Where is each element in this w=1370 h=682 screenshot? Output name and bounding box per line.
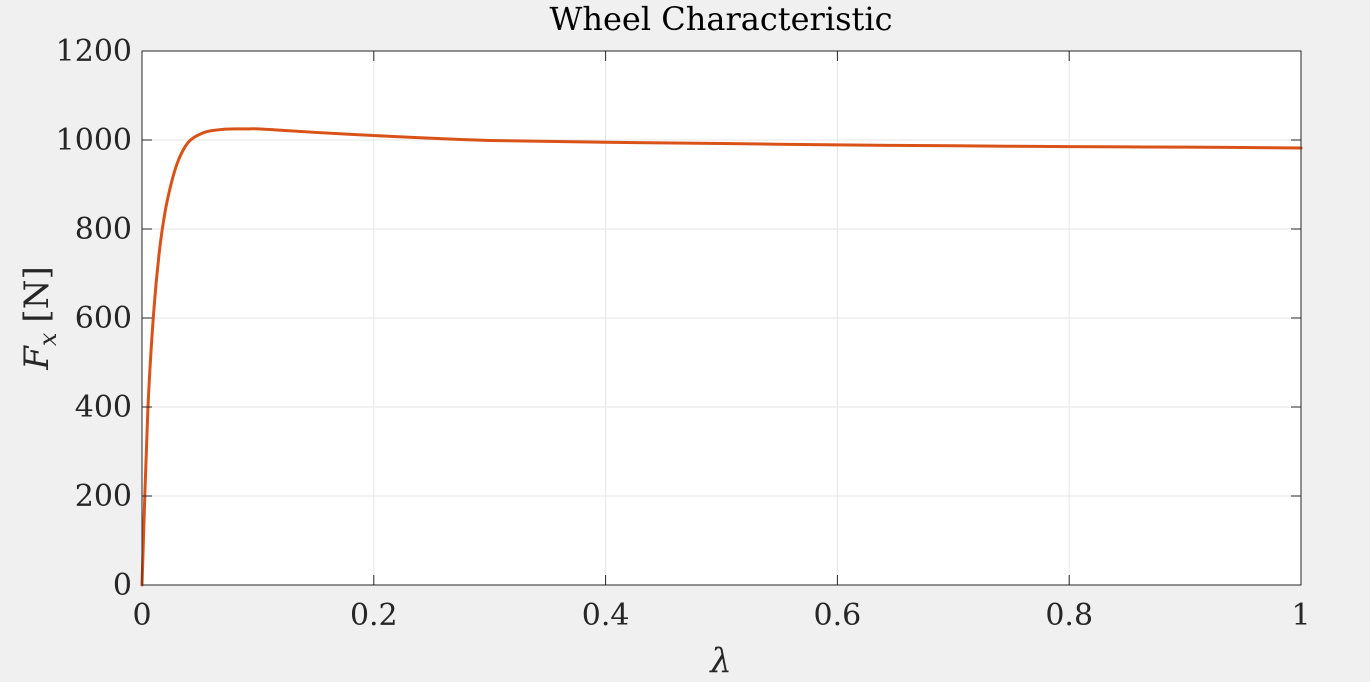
- y-tick-label: 200: [75, 479, 132, 514]
- y-tick-label: 800: [75, 212, 132, 247]
- y-tick-label: 400: [75, 390, 132, 425]
- y-tick-labels: 0 200 400 600 800 1000 1200: [56, 34, 132, 603]
- x-tick-labels: 0 0.2 0.4 0.6 0.8 1: [132, 598, 1310, 633]
- series-layer: [140, 127, 1303, 587]
- y-axis-label: Fx [N]: [17, 266, 62, 370]
- y-tick-label: 1000: [56, 123, 132, 158]
- y-axis-label-subscript: x: [34, 332, 62, 346]
- x-tick-label: 0.8: [1045, 598, 1093, 633]
- chart-title: Wheel Characteristic: [549, 0, 892, 38]
- y-tick-label: 0: [113, 568, 132, 603]
- x-tick-label: 0: [132, 598, 151, 633]
- tick-marks: [141, 50, 1302, 586]
- x-tick-label: 1: [1291, 598, 1310, 633]
- x-tick-label: 0.4: [582, 598, 630, 633]
- y-tick-label: 1200: [56, 34, 132, 69]
- x-axis-label: λ: [708, 641, 732, 681]
- series-line-0: [140, 127, 1303, 587]
- x-tick-label: 0.2: [350, 598, 398, 633]
- y-axis-label-symbol: F: [17, 345, 57, 371]
- y-axis-label-unit: [N]: [17, 266, 57, 322]
- x-tick-label: 0.6: [814, 598, 862, 633]
- y-tick-label: 600: [75, 301, 132, 336]
